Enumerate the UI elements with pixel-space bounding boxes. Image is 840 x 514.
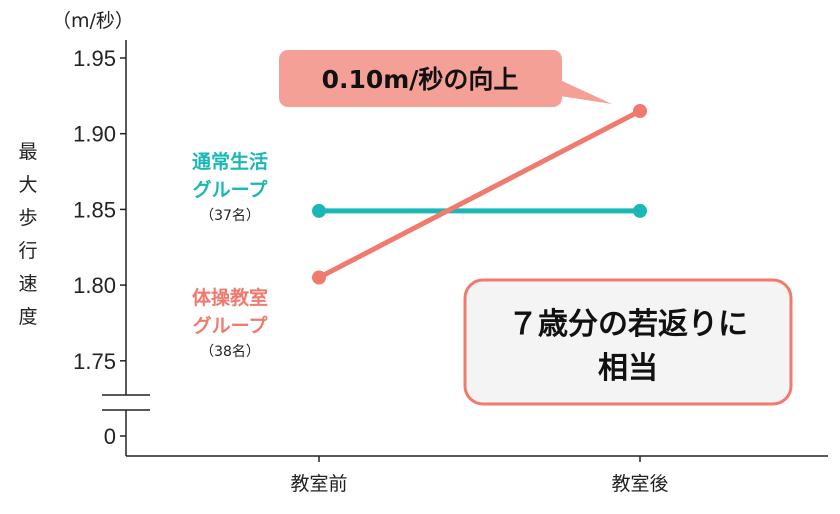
group-name-line2: グループ bbox=[193, 178, 269, 201]
y-tick-label: 1.85 bbox=[73, 197, 116, 222]
note-line-1: ７歳分の若返りに bbox=[508, 307, 748, 342]
data-point bbox=[633, 103, 647, 118]
data-point bbox=[312, 203, 326, 218]
series-1 bbox=[312, 103, 647, 285]
group-count: （37名） bbox=[200, 208, 260, 224]
group-count: （38名） bbox=[200, 344, 260, 360]
y-axis-label-char: 大 bbox=[18, 174, 37, 196]
y-tick-label: 1.90 bbox=[73, 122, 116, 147]
data-point bbox=[633, 203, 647, 218]
unit-label: （m/秒） bbox=[52, 10, 134, 32]
series-line bbox=[317, 108, 642, 280]
x-tick-label: 教室後 bbox=[611, 473, 668, 495]
group-name-line2: グループ bbox=[193, 314, 269, 337]
y-tick-label: 1.95 bbox=[73, 46, 116, 71]
y-axis-label-char: 行 bbox=[18, 240, 37, 262]
y-tick-label: 0 bbox=[104, 424, 116, 449]
series-0 bbox=[312, 203, 647, 218]
group-name-line1: 体操教室 bbox=[192, 286, 268, 309]
note-box: ７歳分の若返りに 相当 bbox=[463, 278, 793, 406]
y-tick-label: 1.80 bbox=[73, 273, 116, 298]
y-axis-label-char: 速 bbox=[18, 273, 37, 295]
callout-text: 0.10m/秒の向上 bbox=[322, 65, 519, 94]
callout: 0.10m/秒の向上 bbox=[279, 50, 612, 107]
y-axis-label-char: 度 bbox=[18, 306, 37, 328]
y-tick-label: 1.75 bbox=[73, 349, 116, 374]
note-line-2: 相当 bbox=[598, 351, 658, 386]
y-axis-label-char: 最 bbox=[18, 141, 37, 163]
y-axis bbox=[102, 40, 150, 456]
data-point bbox=[312, 270, 326, 285]
x-tick-label: 教室前 bbox=[290, 473, 347, 495]
group-name-line1: 通常生活 bbox=[192, 150, 268, 173]
y-axis-label-char: 歩 bbox=[18, 207, 37, 229]
